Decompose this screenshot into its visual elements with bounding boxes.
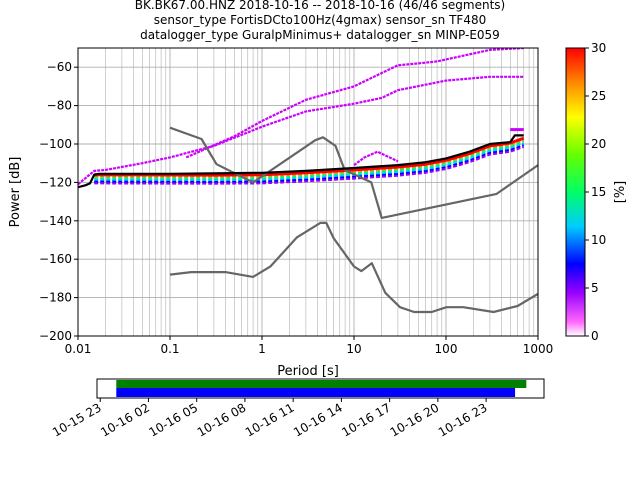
y-tick-label: −120	[39, 175, 72, 189]
colorbar-tick-label: 0	[591, 329, 599, 343]
chart-title-line-1: BK.BK67.00.HNZ 2018-10-16 -- 2018-10-16 …	[134, 0, 506, 12]
timeline-tick-label: 10-16 11	[243, 400, 297, 439]
colorbar-tick-label: 15	[591, 185, 606, 199]
timeline-tick-label: 10-16 08	[195, 400, 249, 439]
timeline-tick-label: 10-16 14	[291, 400, 345, 439]
density-stripe-4	[94, 144, 525, 183]
timeline-tick-label: 10-15 23	[50, 400, 104, 439]
colorbar-label: [%]	[613, 181, 628, 204]
y-tick-label: −100	[39, 137, 72, 151]
timeline-tick-label: 10-16 23	[436, 400, 490, 439]
colorbar-ticks: 0 5 10 15 20 25 30	[585, 41, 606, 343]
upper-density-band-1	[78, 75, 524, 186]
grid-lines	[77, 48, 538, 337]
timeline-tick-label: 10-16 20	[388, 400, 442, 439]
x-tick-label: 10	[346, 342, 361, 356]
colorbar-tick-label: 30	[591, 41, 606, 55]
chart-title-line-3: datalogger_type GuralpMinimus+ datalogge…	[140, 28, 500, 42]
y-tick-label: −200	[39, 329, 72, 343]
mean-psd-curve	[78, 134, 524, 189]
timeline-green-bar	[116, 380, 527, 388]
nlnm-curve	[169, 221, 538, 314]
y-tick-label: −60	[47, 60, 72, 74]
x-tick-label: 1000	[523, 342, 554, 356]
x-axis: 0.01 0.1 1 10 100 1000	[65, 336, 554, 356]
timeline-tick-label: 10-16 05	[146, 400, 200, 439]
colorbar-tick-label: 5	[591, 281, 599, 295]
chart-title-line-2: sensor_type FortisDCto100Hz(4gmax) senso…	[153, 13, 487, 27]
colorbar	[565, 47, 586, 337]
x-tick-label: 0.1	[160, 342, 179, 356]
density-stripe-1	[94, 139, 525, 178]
y-axis-label: Power [dB]	[8, 157, 23, 228]
upper-density-band-2	[185, 48, 524, 159]
timeline-tick-label: 10-16 17	[339, 400, 393, 439]
y-tick-label: −180	[39, 291, 72, 305]
density-stripe-2	[94, 140, 525, 180]
y-tick-label: −80	[47, 99, 72, 113]
colorbar-tick-label: 10	[591, 233, 606, 247]
x-tick-label: 100	[435, 342, 458, 356]
plot-frame	[77, 47, 539, 337]
density-band-red	[94, 136, 525, 177]
timeline-blue-bar	[116, 388, 516, 397]
density-stripe-5	[94, 145, 525, 185]
colorbar-tick-label: 20	[591, 137, 606, 151]
colorbar-tick-label: 25	[591, 89, 606, 103]
x-tick-label: 0.01	[65, 342, 92, 356]
x-axis-label: Period [s]	[277, 364, 339, 379]
y-tick-label: −160	[39, 252, 72, 266]
density-bump-band	[353, 150, 399, 166]
timeline-tick-label: 10-16 02	[98, 400, 152, 439]
nhnm-curve	[169, 126, 538, 219]
x-tick-label: 1	[258, 342, 266, 356]
density-stripe-3	[94, 142, 525, 182]
data-curves	[78, 48, 538, 314]
y-tick-label: −140	[39, 214, 72, 228]
y-axis: −200 −180 −160 −140 −120 −100 −80 −60	[39, 60, 78, 343]
